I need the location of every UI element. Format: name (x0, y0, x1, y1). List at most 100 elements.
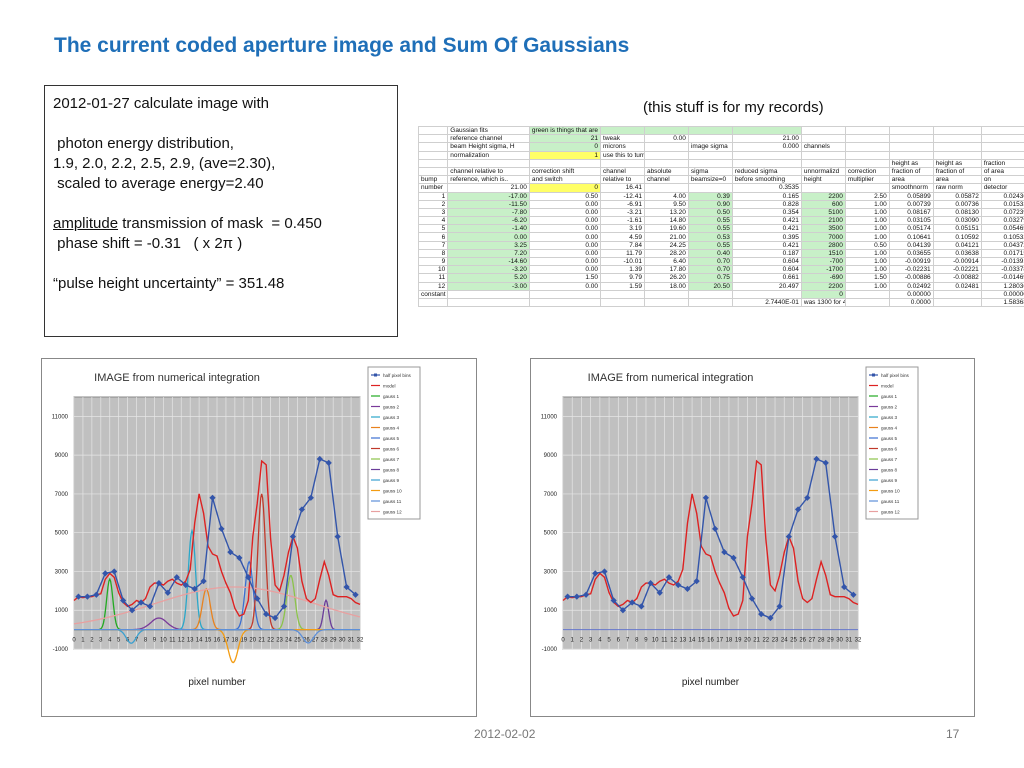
gaussian-component-line (74, 628, 360, 644)
sheet-cell: 12 (417, 281, 449, 291)
sheet-cell: 0.000 (731, 142, 802, 152)
sheet-cell: 1.00 (844, 248, 890, 259)
sheet-cell (417, 158, 449, 168)
sheet-cell: 0.604 (731, 256, 802, 267)
sheet-cell: area (932, 175, 982, 185)
sheet-cell (447, 289, 530, 299)
y-tick-label: 1000 (55, 608, 69, 614)
sheet-cell: 1 (528, 150, 602, 160)
y-tick-label: 7000 (55, 492, 69, 498)
sheet-cell: Gaussian fits (447, 125, 530, 136)
sheet-cell (731, 125, 802, 136)
x-tick-label: 13 (680, 638, 687, 644)
sheet-cell: smoothnorm (888, 183, 934, 193)
sheet-cell: 0.661 (731, 273, 802, 283)
sheet-cell: 7 (417, 240, 449, 250)
sheet-cell: -12.41 (600, 191, 645, 201)
x-tick-label: 7 (135, 638, 139, 644)
footer-date: 2012-02-02 (474, 727, 536, 741)
sheet-cell (528, 158, 602, 168)
x-tick-label: 8 (635, 638, 639, 644)
sheet-cell: fraction of (932, 166, 982, 177)
sheet-cell: 0.40 (687, 248, 733, 259)
x-tick-label: 15 (205, 638, 212, 644)
sheet-cell: 11.79 (600, 248, 645, 259)
sheet-cell: 2800 (800, 240, 846, 250)
x-tick-label: 12 (670, 638, 677, 644)
sheet-cell: 8 (417, 248, 449, 259)
x-tick-label: 14 (689, 638, 696, 644)
sheet-cell: 10 (417, 265, 449, 275)
sheet-cell (687, 125, 733, 136)
sheet-cell: 18.00 (643, 281, 689, 291)
sheet-cell (800, 183, 846, 193)
sheet-cell: -17.00 (447, 191, 530, 201)
sheet-cell: constant (417, 289, 449, 299)
sheet-row: 10 -3.20 0.00 1.39 17.80 0.70 0.604 -1700 1.00 -0… (417, 265, 1024, 275)
sheet-cell: height as (888, 158, 934, 168)
legend-marker (872, 373, 875, 377)
x-tick-label: 1 (81, 638, 85, 644)
sheet-cell: tweak (600, 134, 645, 144)
x-tick-label: 27 (809, 638, 816, 644)
x-tick-label: 4 (108, 638, 112, 644)
sheet-cell: 3.19 (600, 224, 645, 234)
sheet-cell: 1.00 (844, 207, 890, 218)
data-point (343, 583, 350, 591)
sheet-cell: -6.20 (447, 216, 530, 226)
sheet-cell (687, 289, 733, 299)
sheet-cell: 0.70 (687, 265, 733, 275)
sheet-cell: 16.41 (600, 183, 645, 193)
sheet-cell: 3 (417, 207, 449, 218)
sheet-cell: green is things that are tuned (528, 125, 602, 136)
x-tick-label: 1 (571, 638, 575, 644)
sheet-cell: 0.00 (528, 240, 602, 250)
y-tick-label: 1000 (544, 608, 558, 614)
sheet-cell: 0.50 (528, 191, 602, 201)
sheet-cell: 0.04139 (888, 240, 934, 250)
sheet-cell: 1.00 (844, 232, 890, 242)
sheet-cell: microns (600, 142, 645, 152)
sheet-row: number 21.00 0 16.41 0.3535 smoothnorm raw nor… (417, 183, 1024, 193)
sheet-cell: 2.50 (844, 191, 890, 201)
sheet-cell: 21.00 (643, 232, 689, 242)
sheet-cell: 2200 (800, 191, 846, 201)
sheet-cell: 14.80 (643, 216, 689, 226)
legend-label: gauss 9 (383, 478, 400, 483)
sheet-row: reference channel 21 tweak 0.00 21.00 (417, 134, 1024, 144)
sheet-row: 4 -6.20 0.00 -1.61 14.80 0.55 0.421 2100 1.00 0.0… (417, 216, 1024, 226)
legend-box (865, 366, 919, 520)
sheet-cell (800, 134, 846, 144)
x-tick-label: 11 (169, 638, 176, 644)
sheet-cell (417, 166, 449, 177)
data-point (191, 585, 198, 593)
sheet-cell (888, 150, 934, 160)
sheet-cell: 21 (528, 134, 602, 144)
sheet-cell: 0.03090 (932, 216, 982, 226)
sheet-cell: 0 (528, 183, 602, 193)
sheet-cell: sigma (687, 166, 733, 177)
sheet-cell: 0.75 (687, 273, 733, 283)
sheet-cell (643, 142, 689, 152)
sheet-cell: -14.60 (447, 256, 530, 267)
y-tick-label: 9000 (544, 453, 558, 459)
sheet-cell: image sigma (687, 142, 733, 152)
sheet-cell: -0.03378 (980, 265, 1024, 275)
sheet-cell (932, 142, 982, 152)
legend-label: gauss 5 (383, 436, 400, 441)
legend-label: gauss 11 (881, 499, 900, 504)
sheet-cell (417, 125, 449, 136)
legend-label: gauss 12 (881, 510, 900, 515)
x-tick-label: 7 (626, 638, 630, 644)
sheet-cell (600, 289, 645, 299)
sheet-row: constant 0 0.00000 0.00000 (417, 289, 1024, 299)
x-tick-label: 23 (276, 638, 283, 644)
sheet-cell: -7.80 (447, 207, 530, 218)
amplitude-label: amplitude (53, 215, 119, 232)
x-tick-label: 30 (836, 638, 843, 644)
sheet-cell: 0.10532 (980, 232, 1024, 242)
